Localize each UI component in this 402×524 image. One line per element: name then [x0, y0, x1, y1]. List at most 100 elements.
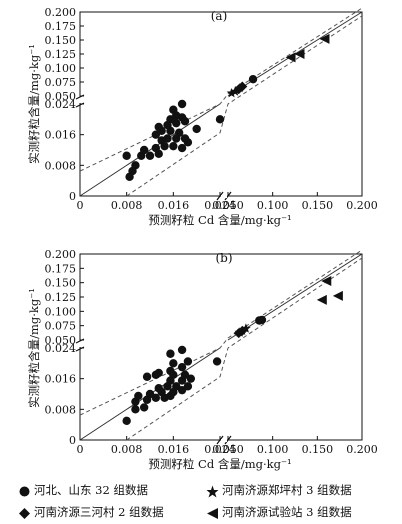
- x-axis-label: 预测籽粒 Cd 含量/mg·kg⁻¹: [148, 457, 291, 471]
- x-tick-label: 0.200: [346, 199, 378, 212]
- circle-marker: [177, 345, 187, 355]
- circle-marker: [174, 128, 184, 137]
- one-to-one-line: [79, 103, 221, 197]
- circle-marker: [248, 75, 258, 84]
- x-axis-break: [216, 191, 232, 201]
- circle-marker: [177, 143, 187, 153]
- star-marker-icon: [206, 485, 219, 497]
- y-axis-label: 实测籽粒含量/mg·kg⁻¹: [27, 288, 41, 408]
- legend-item: 河南济源郑坪村 3 组数据: [206, 482, 352, 498]
- circle-marker: [154, 384, 163, 393]
- y-tick-label: 0.125: [45, 48, 77, 61]
- circle-marker: [192, 124, 201, 134]
- circle-marker: [215, 115, 225, 124]
- circle-marker: [134, 391, 143, 401]
- circle-marker: [151, 143, 161, 153]
- x-tick-label: 0.200: [346, 443, 378, 456]
- x-tick-label: 0.008: [111, 443, 143, 456]
- triangle-left-marker: [316, 294, 327, 305]
- y-tick-label: 0.008: [45, 159, 77, 172]
- y-axis-gap: [79, 341, 82, 347]
- circle-marker: [169, 105, 178, 114]
- circle-marker: [183, 382, 193, 391]
- y-tick-label: 0.200: [45, 6, 77, 19]
- circle-marker-icon: [19, 486, 30, 496]
- triangle-left-marker-icon: [207, 507, 218, 519]
- circle-marker: [183, 357, 193, 366]
- x-tick-label: 0.150: [302, 199, 334, 212]
- y-tick-label: 0.050: [45, 90, 77, 103]
- y-tick-label: 0.100: [45, 305, 77, 318]
- circle-marker: [139, 403, 149, 412]
- x-axis-label: 预测籽粒 Cd 含量/mg·kg⁻¹: [148, 213, 291, 227]
- y-tick-label: 0.024: [45, 342, 77, 355]
- star-marker: [234, 83, 245, 93]
- triangle-left-marker: [332, 290, 343, 301]
- x-axis-break: [216, 435, 232, 445]
- triangle-left-marker: [285, 52, 296, 63]
- circle-marker: [131, 405, 140, 414]
- y-tick-label: 0.050: [45, 334, 77, 347]
- legend-label: 河南济源试验站 3 组数据: [222, 505, 352, 519]
- y-tick-label: 0.016: [45, 373, 77, 386]
- y-tick-label: 0.075: [45, 320, 77, 333]
- circle-marker: [122, 416, 131, 426]
- panel-label: (b): [215, 251, 232, 265]
- legend-label: 河北、山东 32 组数据: [34, 483, 148, 497]
- upper-bound-line: [79, 7, 363, 172]
- x-tick-label: 0: [77, 199, 84, 212]
- circle-marker: [163, 134, 172, 143]
- circle-marker: [154, 368, 163, 378]
- x-tick-label: 0.050: [212, 443, 244, 456]
- y-axis-gap: [79, 97, 82, 103]
- x-tick-label: 0.016: [158, 199, 190, 212]
- legend-label: 河南济源郑坪村 3 组数据: [222, 483, 352, 497]
- x-tick-label: 0.150: [302, 443, 334, 456]
- y-tick-label: 0.008: [45, 403, 77, 416]
- y-axis-break: [75, 338, 85, 352]
- triangle-left-marker: [319, 33, 330, 44]
- circle-marker: [145, 151, 155, 160]
- y-tick-label: 0.024: [45, 98, 77, 111]
- x-tick-label: 0.050: [212, 199, 244, 212]
- star-marker: [237, 325, 248, 335]
- circle-marker: [177, 362, 187, 372]
- circle-marker: [142, 372, 152, 381]
- circle-marker: [177, 99, 187, 109]
- upper-bound-line: [79, 249, 363, 416]
- legend: 河北、山东 32 组数据 河南济源郑坪村 3 组数据 河南济源三河村 2 组数据…: [0, 476, 402, 524]
- star-marker: [230, 86, 241, 96]
- triangle-left-marker: [321, 275, 332, 286]
- x-axis-gap: [221, 439, 227, 442]
- y-tick-label: 0: [69, 190, 76, 203]
- x-tick-label: 0.024: [204, 199, 236, 212]
- circle-marker: [139, 145, 149, 155]
- triangle-left-marker: [294, 49, 305, 59]
- star-marker: [240, 323, 251, 333]
- legend-item: 河南济源三河村 2 组数据: [18, 504, 164, 520]
- lower-bound-line: [126, 15, 363, 197]
- y-axis-break: [75, 94, 85, 108]
- circle-marker: [177, 113, 187, 122]
- circle-marker: [169, 141, 178, 151]
- circle-marker: [145, 389, 155, 399]
- circle-marker: [180, 370, 190, 380]
- y-tick-label: 0.175: [45, 20, 77, 33]
- y-tick-label: 0.100: [45, 62, 77, 75]
- star-marker: [234, 327, 245, 337]
- y-tick-label: 0: [69, 434, 76, 447]
- y-tick-label: 0.150: [45, 277, 77, 290]
- x-axis-gap: [221, 195, 227, 198]
- legend-item: 河北、山东 32 组数据: [18, 482, 148, 498]
- x-tick-label: 0.100: [257, 199, 289, 212]
- x-tick-label: 0: [77, 443, 84, 456]
- panel-label: (a): [211, 9, 228, 23]
- circle-marker: [180, 134, 190, 143]
- x-tick-label: 0.024: [204, 443, 236, 456]
- y-tick-label: 0.200: [45, 248, 77, 261]
- circle-marker: [154, 122, 163, 132]
- x-tick-label: 0.100: [257, 443, 289, 456]
